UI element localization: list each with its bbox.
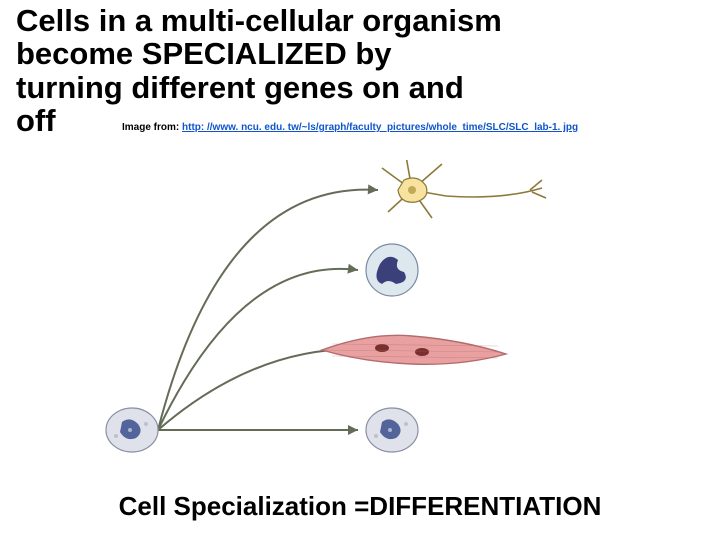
image-citation: Image from: http: //www. ncu. edu. tw/~l… <box>122 122 578 133</box>
neuron-cell <box>382 160 546 218</box>
slide-title: Cells in a multi-cellular organism becom… <box>0 0 720 138</box>
title-line-2: become SPECIALIZED by <box>16 37 708 70</box>
arrowhead-icon <box>347 264 358 274</box>
title-line-1: Cells in a multi-cellular organism <box>16 4 708 37</box>
differentiation-diagram <box>72 160 632 480</box>
white-blood-cell <box>366 244 418 296</box>
stem-cell-origin <box>106 408 158 452</box>
citation-prefix: Image from: <box>122 122 182 133</box>
arrowhead-icon <box>348 425 358 435</box>
edge-arrow <box>158 349 378 430</box>
bottom-caption: Cell Specialization =DIFFERENTIATION <box>0 491 720 522</box>
citation-link[interactable]: http: //www. ncu. edu. tw/~ls/graph/facu… <box>182 122 578 133</box>
edge-arrow <box>158 190 378 430</box>
arrowhead-icon <box>368 184 378 194</box>
stem-cell-daughter <box>366 408 418 452</box>
muscle-cell <box>322 335 506 364</box>
title-line-3: turning different genes on and <box>16 71 708 104</box>
diagram-edges <box>158 184 378 435</box>
